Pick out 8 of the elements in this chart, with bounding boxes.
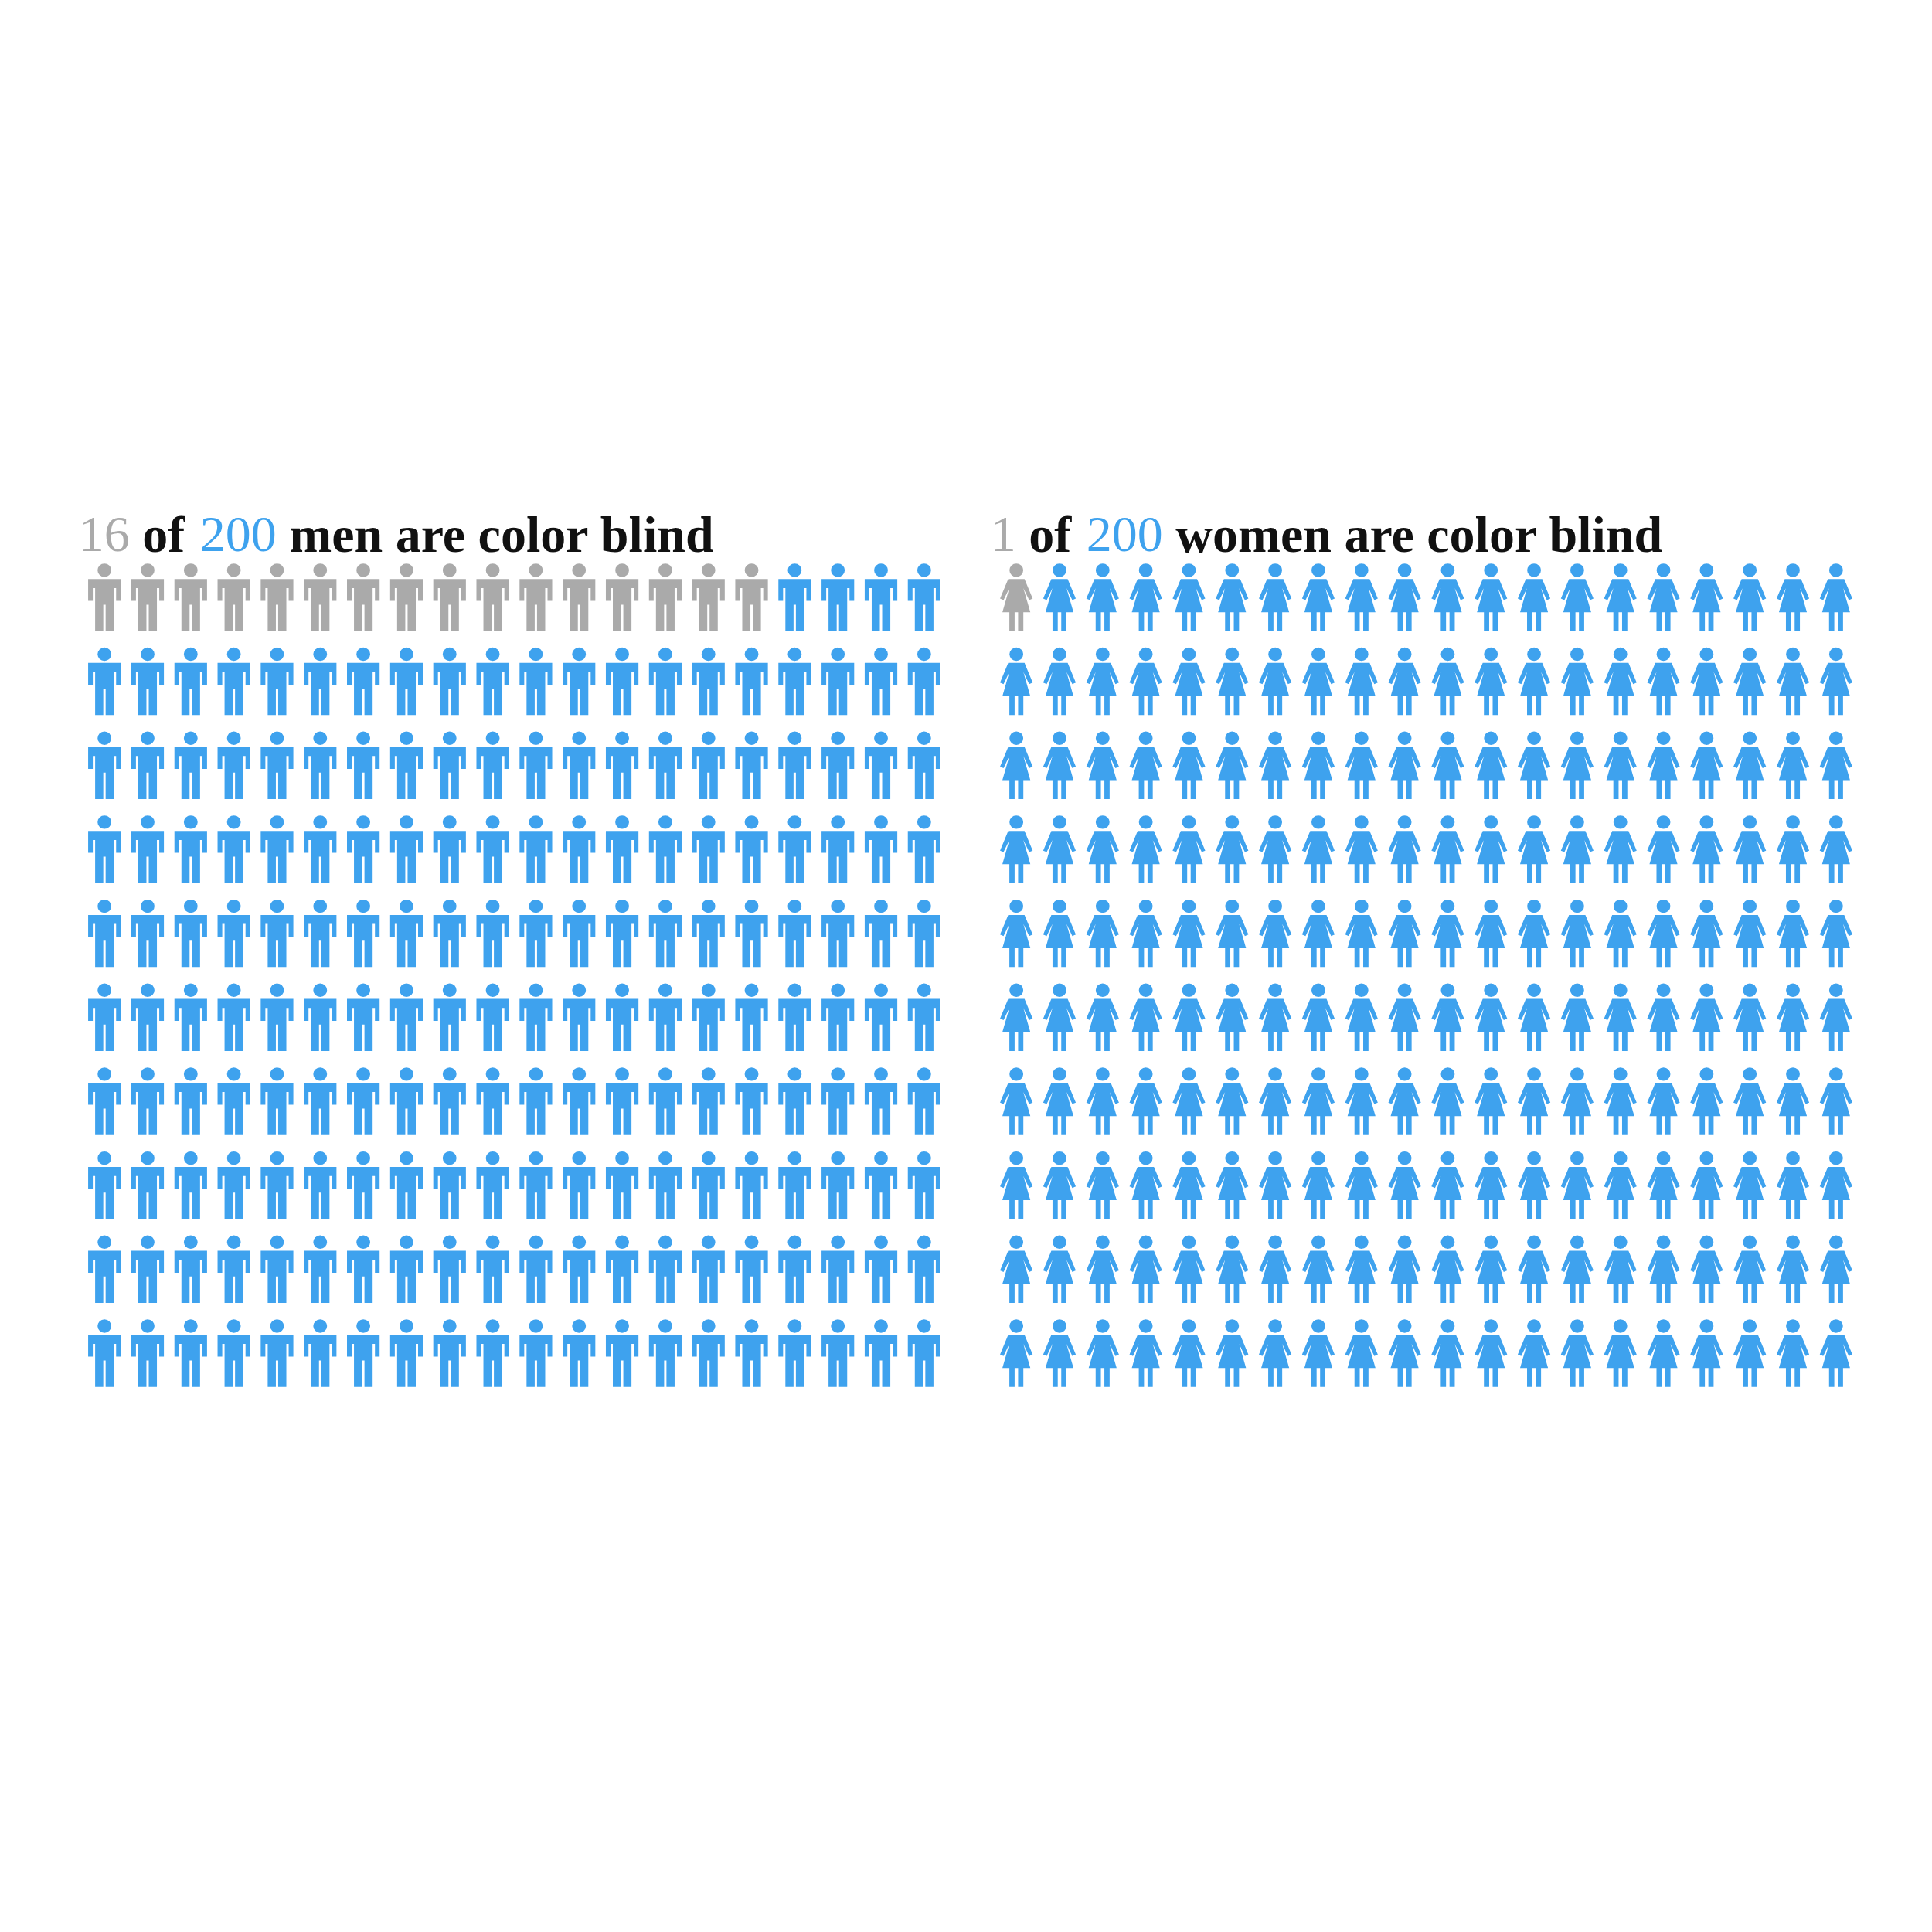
data-label: 1 <box>990 505 1016 562</box>
text: men are color blind <box>289 505 714 563</box>
data-label: 16 <box>78 505 130 562</box>
text: of <box>142 505 186 563</box>
data-label: 200 <box>1086 505 1163 562</box>
text: women are color blind <box>1175 505 1663 563</box>
data-label: 200 <box>199 505 277 562</box>
text: of <box>1029 505 1073 563</box>
